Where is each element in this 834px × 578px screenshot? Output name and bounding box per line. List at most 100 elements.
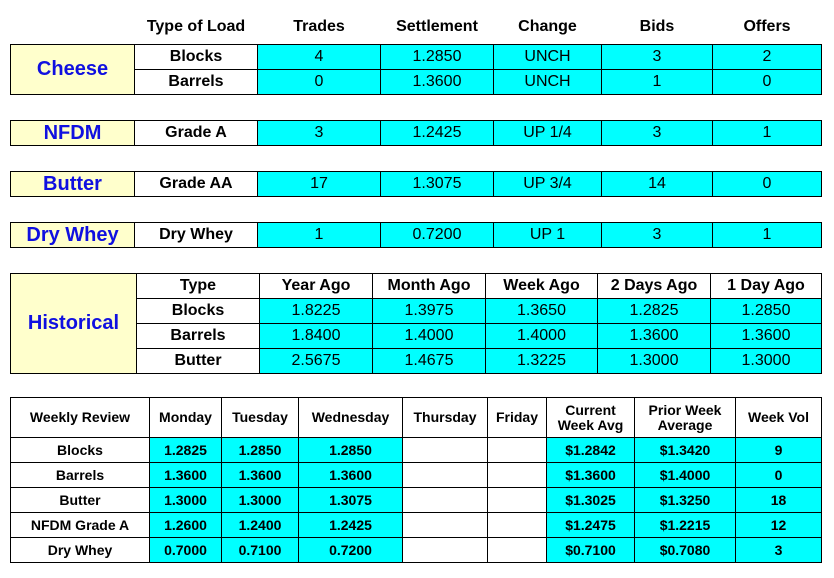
table-cell: 0	[712, 69, 822, 95]
table-cell: 1.3600	[298, 462, 403, 488]
table-cell: 1.3000	[149, 487, 222, 513]
table-cell: UP 1	[493, 222, 602, 248]
table-cell: $1.2842	[546, 437, 635, 463]
column-header: 1 Day Ago	[710, 273, 822, 299]
table-cell	[402, 487, 488, 513]
table-cell: UP 3/4	[493, 171, 602, 197]
table-cell: 3	[601, 222, 713, 248]
table-cell: 1	[601, 69, 713, 95]
column-header: Friday	[487, 397, 547, 438]
row-label: Barrels	[10, 462, 150, 488]
row-label: Grade AA	[134, 171, 258, 197]
row-label: Blocks	[10, 437, 150, 463]
table-cell: $1.3600	[546, 462, 635, 488]
table-cell: 3	[735, 537, 822, 563]
row-label: Grade A	[134, 120, 258, 146]
section-label: Historical	[10, 273, 137, 374]
table-cell: UNCH	[493, 69, 602, 95]
table-cell: 1.2825	[149, 437, 222, 463]
table-cell	[402, 537, 488, 563]
row-label: Dry Whey	[134, 222, 258, 248]
column-header: Week Ago	[485, 273, 598, 299]
table-cell: 1.3650	[485, 298, 598, 324]
table-cell: 3	[601, 44, 713, 70]
table-cell: 1	[712, 120, 822, 146]
table-cell: 1.4675	[372, 348, 486, 374]
table-cell: $1.3250	[634, 487, 736, 513]
table-cell: 3	[257, 120, 381, 146]
section-label: NFDM	[10, 120, 135, 146]
table-cell: 1.2850	[221, 437, 299, 463]
table-cell: 1.3975	[372, 298, 486, 324]
row-label: Butter	[10, 487, 150, 513]
table-cell: 1.8225	[259, 298, 373, 324]
table-cell: 17	[257, 171, 381, 197]
column-header: Change	[518, 17, 577, 35]
table-cell: 0	[735, 462, 822, 488]
table-cell: 1.3600	[149, 462, 222, 488]
column-header: 2 Days Ago	[597, 273, 711, 299]
table-cell	[402, 512, 488, 538]
column-header: Offers	[743, 17, 791, 35]
column-header: Trades	[293, 17, 345, 35]
table-cell: 1.2825	[597, 298, 711, 324]
table-cell: 18	[735, 487, 822, 513]
table-cell: $1.3025	[546, 487, 635, 513]
table-cell: 1.2425	[380, 120, 494, 146]
table-cell: 1	[712, 222, 822, 248]
table-cell	[402, 437, 488, 463]
table-cell: 1	[257, 222, 381, 248]
table-cell: 1.3600	[597, 323, 711, 349]
table-cell: 1.2850	[710, 298, 822, 324]
table-cell: 1.8400	[259, 323, 373, 349]
column-header: Tuesday	[221, 397, 299, 438]
column-header: Prior Week Average	[634, 397, 736, 438]
table-cell: 1.2425	[298, 512, 403, 538]
table-cell: 2	[712, 44, 822, 70]
row-label: NFDM Grade A	[10, 512, 150, 538]
table-cell: 1.2850	[298, 437, 403, 463]
column-header: Type	[136, 273, 260, 299]
table-cell: $1.2215	[634, 512, 736, 538]
table-cell: $1.4000	[634, 462, 736, 488]
table-cell: 14	[601, 171, 713, 197]
column-header: Year Ago	[259, 273, 373, 299]
table-cell	[487, 437, 547, 463]
section-label: Cheese	[10, 44, 135, 95]
row-label: Dry Whey	[10, 537, 150, 563]
table-cell	[487, 512, 547, 538]
table-cell: 0.7100	[221, 537, 299, 563]
table-cell: $0.7080	[634, 537, 736, 563]
column-header: Monday	[149, 397, 222, 438]
table-cell: 1.3075	[298, 487, 403, 513]
table-cell: $0.7100	[546, 537, 635, 563]
table-cell: 0.7200	[298, 537, 403, 563]
row-label: Blocks	[134, 44, 258, 70]
table-cell: 1.2400	[221, 512, 299, 538]
row-label: Barrels	[136, 323, 260, 349]
table-cell: 0.7200	[380, 222, 494, 248]
row-label: Blocks	[136, 298, 260, 324]
section-label: Dry Whey	[10, 222, 135, 248]
table-cell	[487, 462, 547, 488]
table-cell	[487, 537, 547, 563]
table-cell: 12	[735, 512, 822, 538]
row-label: Barrels	[134, 69, 258, 95]
column-header: Weekly Review	[10, 397, 150, 438]
table-cell: 3	[601, 120, 713, 146]
table-cell: 1.3225	[485, 348, 598, 374]
column-header: Thursday	[402, 397, 488, 438]
table-cell: 1.2850	[380, 44, 494, 70]
table-cell: $1.2475	[546, 512, 635, 538]
table-cell: UNCH	[493, 44, 602, 70]
table-cell: 1.3075	[380, 171, 494, 197]
section-label: Butter	[10, 171, 135, 197]
table-cell: 1.3000	[710, 348, 822, 374]
table-cell: $1.3420	[634, 437, 736, 463]
table-cell: 1.3000	[597, 348, 711, 374]
table-cell: 1.3600	[710, 323, 822, 349]
column-header: Type of Load	[146, 17, 246, 35]
column-header: Bids	[639, 17, 675, 35]
table-cell: 1.3600	[380, 69, 494, 95]
